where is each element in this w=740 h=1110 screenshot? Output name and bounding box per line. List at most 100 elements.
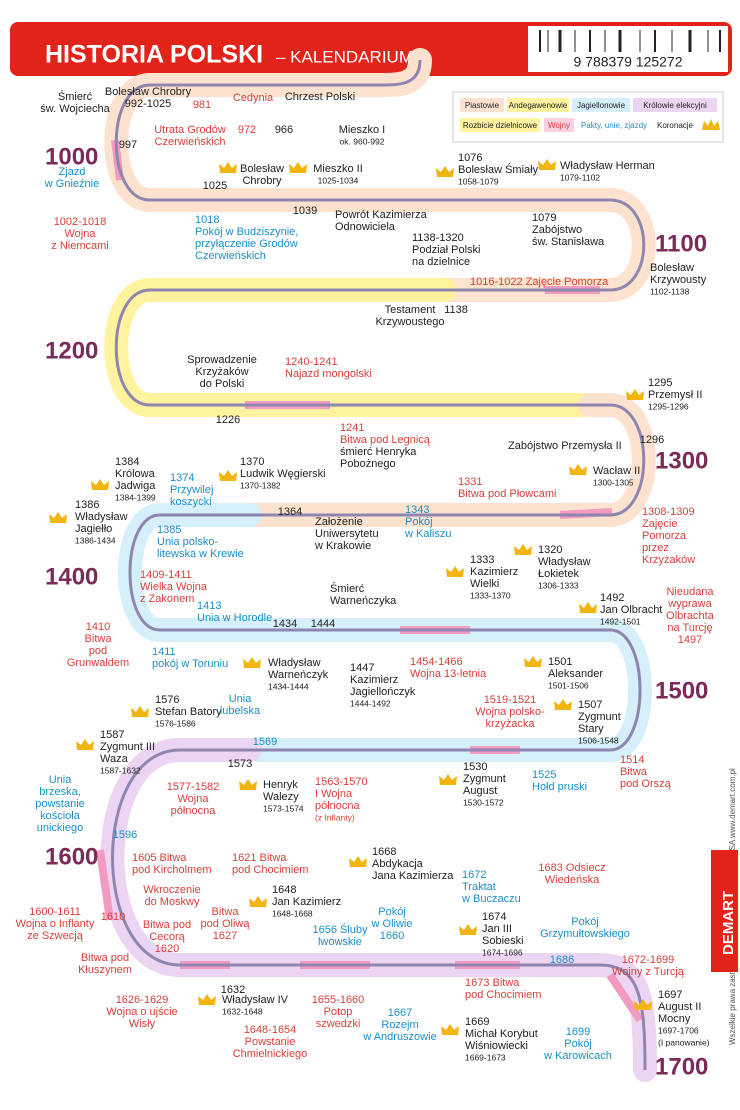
event-label: z Zakonem — [140, 593, 194, 605]
event-label: Wojna polsko- — [475, 706, 545, 718]
event-label: 1016-1022 Zajęcie Pomorza — [470, 276, 609, 288]
event-label: 1025-1034 — [318, 175, 359, 185]
event-label: (z Inflanty) — [315, 812, 355, 822]
century-label: 1200 — [45, 337, 98, 364]
event-label: pod Chocimiem — [465, 989, 541, 1001]
event-label: Podział Polski — [412, 244, 480, 256]
event-label: Wielka Wojna — [140, 581, 208, 593]
event-label: 1138 — [444, 304, 468, 316]
event-label: 966 — [275, 124, 293, 136]
event-label: szwedzki — [316, 1018, 361, 1030]
legend-item: Rozbicie dzielnicowe — [463, 121, 538, 130]
event-label: 1320 — [538, 544, 562, 556]
crown-icon — [91, 479, 109, 490]
crown-icon — [538, 159, 556, 170]
event-label: Bolesław Chrobry — [105, 86, 192, 98]
event-label: Grzymułtowskiego — [540, 928, 630, 940]
event-label: Wacław II — [593, 465, 640, 477]
event-label: 1058-1079 — [458, 176, 499, 186]
crown-icon — [446, 566, 464, 577]
event-label: 1632-1648 — [222, 1006, 263, 1016]
event-label: Pokój w Budziszynie, — [195, 226, 298, 238]
event-label: Kazimierz — [470, 566, 518, 578]
event-label: Unia w Horodle — [197, 612, 272, 624]
event-label: 1699 — [566, 1026, 590, 1038]
event-label: 1669-1673 — [465, 1052, 506, 1062]
event-label: Cedynia — [233, 92, 274, 104]
event-label: Jan Olbracht — [600, 604, 662, 616]
event-label: 1674-1696 — [482, 947, 523, 957]
event-label: Władysław IV — [222, 994, 289, 1006]
crown-icon — [49, 512, 67, 523]
event-label: 1385 — [157, 524, 181, 536]
event-label: 1673 Bitwa — [465, 977, 520, 989]
event-label: 1343 — [405, 504, 429, 516]
event-label: 997 — [119, 139, 137, 151]
event-label: Bolesław — [650, 262, 694, 274]
event-label: 1621 Bitwa — [232, 852, 287, 864]
event-label: w Karowicach — [543, 1050, 612, 1062]
event-label: 1563-1570 — [315, 776, 368, 788]
event-label: brzeska, — [39, 786, 81, 798]
event-label: Zajęcie — [642, 518, 677, 530]
event-label: Henryk — [263, 779, 298, 791]
event-label: Wojna o ujście — [106, 1006, 177, 1018]
event-label: Zygmunt — [463, 773, 506, 785]
event-label: północna — [171, 805, 217, 817]
event-label: 1409-1411 — [140, 569, 192, 581]
event-label: 1683 Odsiecz — [538, 862, 605, 874]
event-label: 1632 — [221, 984, 245, 996]
event-label: Unia polsko- — [157, 536, 218, 548]
timeline-line — [111, 59, 647, 1071]
century-label: 1400 — [45, 563, 98, 590]
event-label: Łokietek — [538, 568, 579, 580]
event-label: 1079 — [532, 212, 556, 224]
event-label: Pokój — [405, 516, 433, 528]
event-label: Wiedeńska — [545, 874, 600, 886]
event-label: 1364 — [278, 506, 302, 518]
event-label: 1447 — [350, 662, 374, 674]
event-label: Zabójstwo Przemysła II — [508, 440, 622, 452]
event-label: Pokój — [571, 916, 599, 928]
event-label: 1668 — [372, 846, 396, 858]
event-label: 1501 — [548, 656, 572, 668]
event-label: 1308-1309 — [642, 506, 695, 518]
event-label: Chrzest Polski — [285, 91, 355, 103]
event-label: 1669 — [465, 1016, 489, 1028]
crown-icon — [524, 656, 542, 667]
event-label: Nieudana — [666, 586, 714, 598]
crown-icon — [219, 162, 237, 173]
event-label: 1444-1492 — [350, 698, 391, 708]
event-label: w Buczaczu — [461, 893, 521, 905]
event-label: Chmielnickiego — [233, 1048, 308, 1060]
event-label: Najazd mongolski — [285, 368, 372, 380]
event-label: 1018 — [195, 214, 219, 226]
event-label: 1655-1660 — [312, 994, 365, 1006]
event-label: Wkroczenie — [143, 884, 200, 896]
event-label: Walezy — [263, 791, 299, 803]
event-label: 1587 — [100, 729, 124, 741]
event-label: śmierć Henryka — [340, 446, 417, 458]
event-label: Bitwa — [620, 766, 648, 778]
legend-item: Wojny — [548, 121, 570, 130]
event-label: ok. 960-992 — [340, 136, 385, 146]
event-label: Stary — [578, 723, 604, 735]
event-label: 1506-1548 — [578, 735, 619, 745]
event-label: Mieszko I — [339, 124, 385, 136]
event-label: Powrót Kazimierza — [335, 209, 428, 221]
event-label: 1295 — [648, 377, 672, 389]
event-label: ze Szwecją — [27, 930, 84, 942]
event-label: unickiego — [37, 822, 83, 834]
crown-icon — [436, 166, 454, 177]
event-label: Potop — [324, 1006, 353, 1018]
event-label: Zygmunt — [578, 711, 621, 723]
event-label: Czerwieńskich — [195, 250, 266, 262]
event-label: Aleksander — [548, 668, 603, 680]
event-label: Mocny — [658, 1013, 691, 1025]
event-label: 1295-1296 — [648, 401, 689, 411]
event-label: 1530 — [463, 761, 487, 773]
event-label: Unia — [229, 693, 253, 705]
event-label: Traktat — [462, 881, 496, 893]
event-label: I Wojna — [315, 788, 353, 800]
event-label: 1434-1444 — [268, 681, 309, 691]
